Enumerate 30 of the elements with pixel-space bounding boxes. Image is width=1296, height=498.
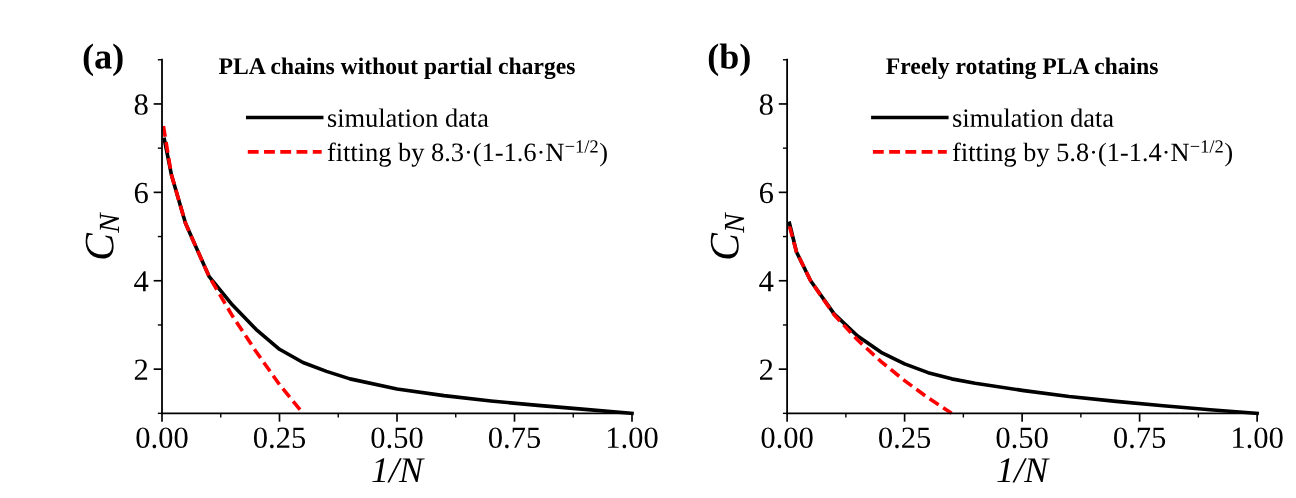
x-tick-label: 0.25	[879, 427, 931, 449]
x-tick-label: 1.00	[607, 427, 658, 449]
y-axis-title: C$_{N}$	[710, 211, 745, 259]
y-tick-label: 6	[134, 182, 148, 204]
x-tick-label: 0.75	[488, 427, 541, 449]
legend-label: simulation data	[328, 108, 489, 127]
x-tick-label: 1.00	[1233, 427, 1283, 449]
y-tick-label: 8	[759, 94, 773, 115]
x-tick-label: 0.50	[371, 427, 423, 449]
x-tick-label: 0.50	[996, 427, 1048, 449]
x-tick-label: 0.25	[253, 427, 306, 449]
y-tick-label: 2	[134, 359, 148, 380]
chart-title: PLA chains without partial charges	[219, 57, 575, 80]
y-tick-label: 6	[759, 182, 774, 204]
text: (a)	[83, 43, 123, 77]
legend-label: simulation data	[953, 108, 1114, 127]
y-tick-label: 2	[759, 359, 773, 380]
legend-label: fitting by 8.3·(1-1.6·N$^{−1/2}$)	[327, 140, 607, 167]
x-tick-label: 0.00	[136, 427, 188, 449]
x-tick-label: 0.00	[761, 427, 813, 449]
chart-title: Freely rotating PLA chains	[886, 57, 1158, 80]
y-tick-label: 4	[759, 271, 774, 292]
x-axis-title: 1/N	[997, 458, 1050, 483]
text: (b)	[708, 43, 750, 77]
y-axis-title: C$_{N}$	[85, 211, 119, 259]
y-tick-label: 4	[134, 271, 149, 292]
y-tick-label: 8	[134, 94, 148, 115]
x-axis-title: 1/N	[372, 458, 425, 483]
legend-label: fitting by 5.8·(1-1.4·N$^{−1/2}$)	[952, 140, 1232, 167]
x-tick-label: 0.75	[1114, 427, 1166, 449]
